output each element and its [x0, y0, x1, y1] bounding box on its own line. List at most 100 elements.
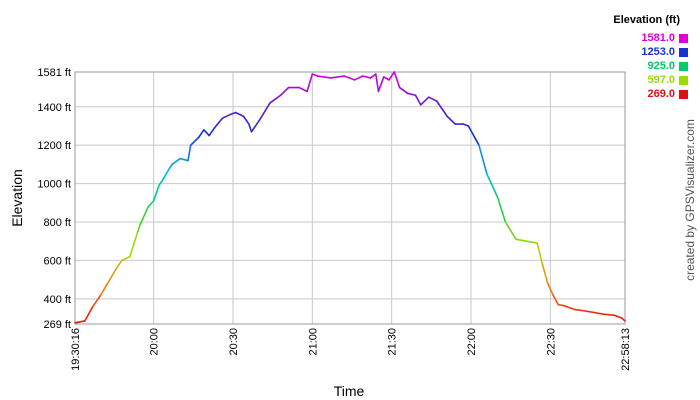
legend-entry-label: 1253.0 [641, 46, 675, 58]
elevation-segment [136, 223, 142, 233]
y-tick-label: 400 ft [43, 294, 71, 306]
elevation-segment [316, 75, 332, 79]
elevation-segment [435, 100, 449, 118]
y-axis-ticks: 269 ft 400 ft 600 ft 800 ft 1000 ft 1200 ft 14… [37, 67, 71, 331]
elevation-segment [147, 200, 155, 208]
elevation-series [74, 71, 626, 324]
elevation-segment [330, 75, 345, 79]
elevation-segment [250, 119, 261, 133]
legend-entry-label: 597.0 [647, 74, 675, 86]
elevation-segment [620, 317, 626, 322]
elevation-segment [375, 73, 380, 93]
elevation-segment [306, 73, 314, 93]
legend-entry: 1581.0 [641, 32, 688, 44]
elevation-segment [189, 136, 200, 146]
elevation-segment [279, 86, 290, 97]
elevation-segment [552, 294, 560, 306]
elevation-segment [121, 255, 131, 262]
elevation-segment [234, 111, 245, 118]
elevation-segment [602, 313, 615, 316]
elevation-segment [427, 96, 438, 102]
x-tick-label: 19:30:16 [70, 328, 82, 371]
x-tick-label: 21:00 [307, 328, 319, 356]
elevation-segment [107, 267, 118, 283]
elevation-segment [343, 75, 356, 81]
legend-entry-label: 925.0 [647, 60, 675, 72]
legend-entry: 1253.0 [641, 46, 688, 58]
legend-entry: 269.0 [647, 88, 688, 100]
y-tick-label: 800 ft [43, 217, 71, 229]
elevation-segment [536, 242, 544, 266]
elevation-segment [398, 86, 409, 95]
legend-swatch [679, 89, 688, 99]
elevation-segment [393, 71, 401, 89]
elevation-segment [557, 303, 565, 307]
elevation-segment [152, 184, 160, 202]
elevation-segment [613, 314, 623, 319]
elevation-segment [369, 73, 377, 79]
elevation-segment [573, 308, 589, 313]
y-tick-label: 1581 ft [37, 67, 71, 79]
legend-entry-label: 1581.0 [641, 32, 675, 44]
x-tick-label: 22:58:13 [620, 328, 632, 371]
elevation-segment [361, 75, 372, 79]
elevation-segment [171, 157, 181, 166]
elevation-segment [446, 115, 456, 125]
legend-swatch [679, 61, 688, 71]
x-tick-label: 22:30 [545, 328, 557, 356]
elevation-segment [179, 157, 189, 162]
elevation-segment [388, 71, 396, 81]
elevation-segment [187, 144, 192, 162]
elevation-segment [74, 320, 86, 324]
elevation-segment [269, 94, 282, 104]
grid-lines [74, 71, 626, 325]
elevation-segment [467, 125, 480, 146]
x-tick-label: 21:30 [387, 328, 399, 356]
plot-area-border [74, 71, 626, 325]
elevation-segment [115, 259, 123, 269]
x-tick-label: 20:30 [228, 328, 240, 356]
elevation-segment [504, 221, 517, 241]
elevation-segment [92, 294, 102, 308]
legend-entry: 925.0 [647, 60, 688, 72]
elevation-segment [99, 280, 110, 296]
elevation-segment [462, 123, 470, 127]
elevation-segment [229, 111, 237, 116]
elevation-segment [353, 75, 364, 81]
legend-entry-label: 269.0 [647, 88, 675, 100]
elevation-segment [486, 173, 499, 198]
elevation-segment [208, 127, 216, 137]
elevation-segment [248, 123, 253, 133]
legend-swatch [679, 47, 688, 57]
y-tick-label: 1400 ft [37, 102, 71, 114]
y-tick-label: 269 ft [43, 319, 71, 331]
y-tick-label: 1200 ft [37, 140, 71, 152]
elevation-segment [221, 113, 232, 120]
legend-swatch [679, 33, 688, 43]
legend-title: Elevation (ft) [613, 14, 680, 26]
x-tick-label: 20:00 [149, 328, 161, 356]
elevation-segment [298, 86, 308, 93]
elevation-segment [525, 240, 538, 244]
elevation-segment [546, 282, 554, 296]
elevation-segment [478, 144, 488, 175]
elevation-segment [586, 310, 605, 316]
elevation-segment [406, 92, 417, 97]
elevation-segment [382, 76, 390, 81]
elevation-segment [496, 196, 507, 223]
elevation-segment [258, 102, 271, 122]
elevation-segment [377, 76, 385, 93]
elevation-segment [213, 117, 224, 129]
x-tick-label: 22:00 [466, 328, 478, 356]
credit-text: created by GPSVisualizer.com [683, 119, 697, 281]
legend-entry: 597.0 [647, 74, 688, 86]
elevation-segment [197, 129, 205, 139]
elevation-segment [242, 115, 250, 125]
elevation-segment [541, 263, 549, 285]
elevation-segment [311, 73, 319, 77]
elevation-segment [160, 167, 171, 183]
y-tick-label: 600 ft [43, 255, 71, 267]
legend-swatch [679, 75, 688, 85]
elevation-segment [515, 238, 528, 243]
